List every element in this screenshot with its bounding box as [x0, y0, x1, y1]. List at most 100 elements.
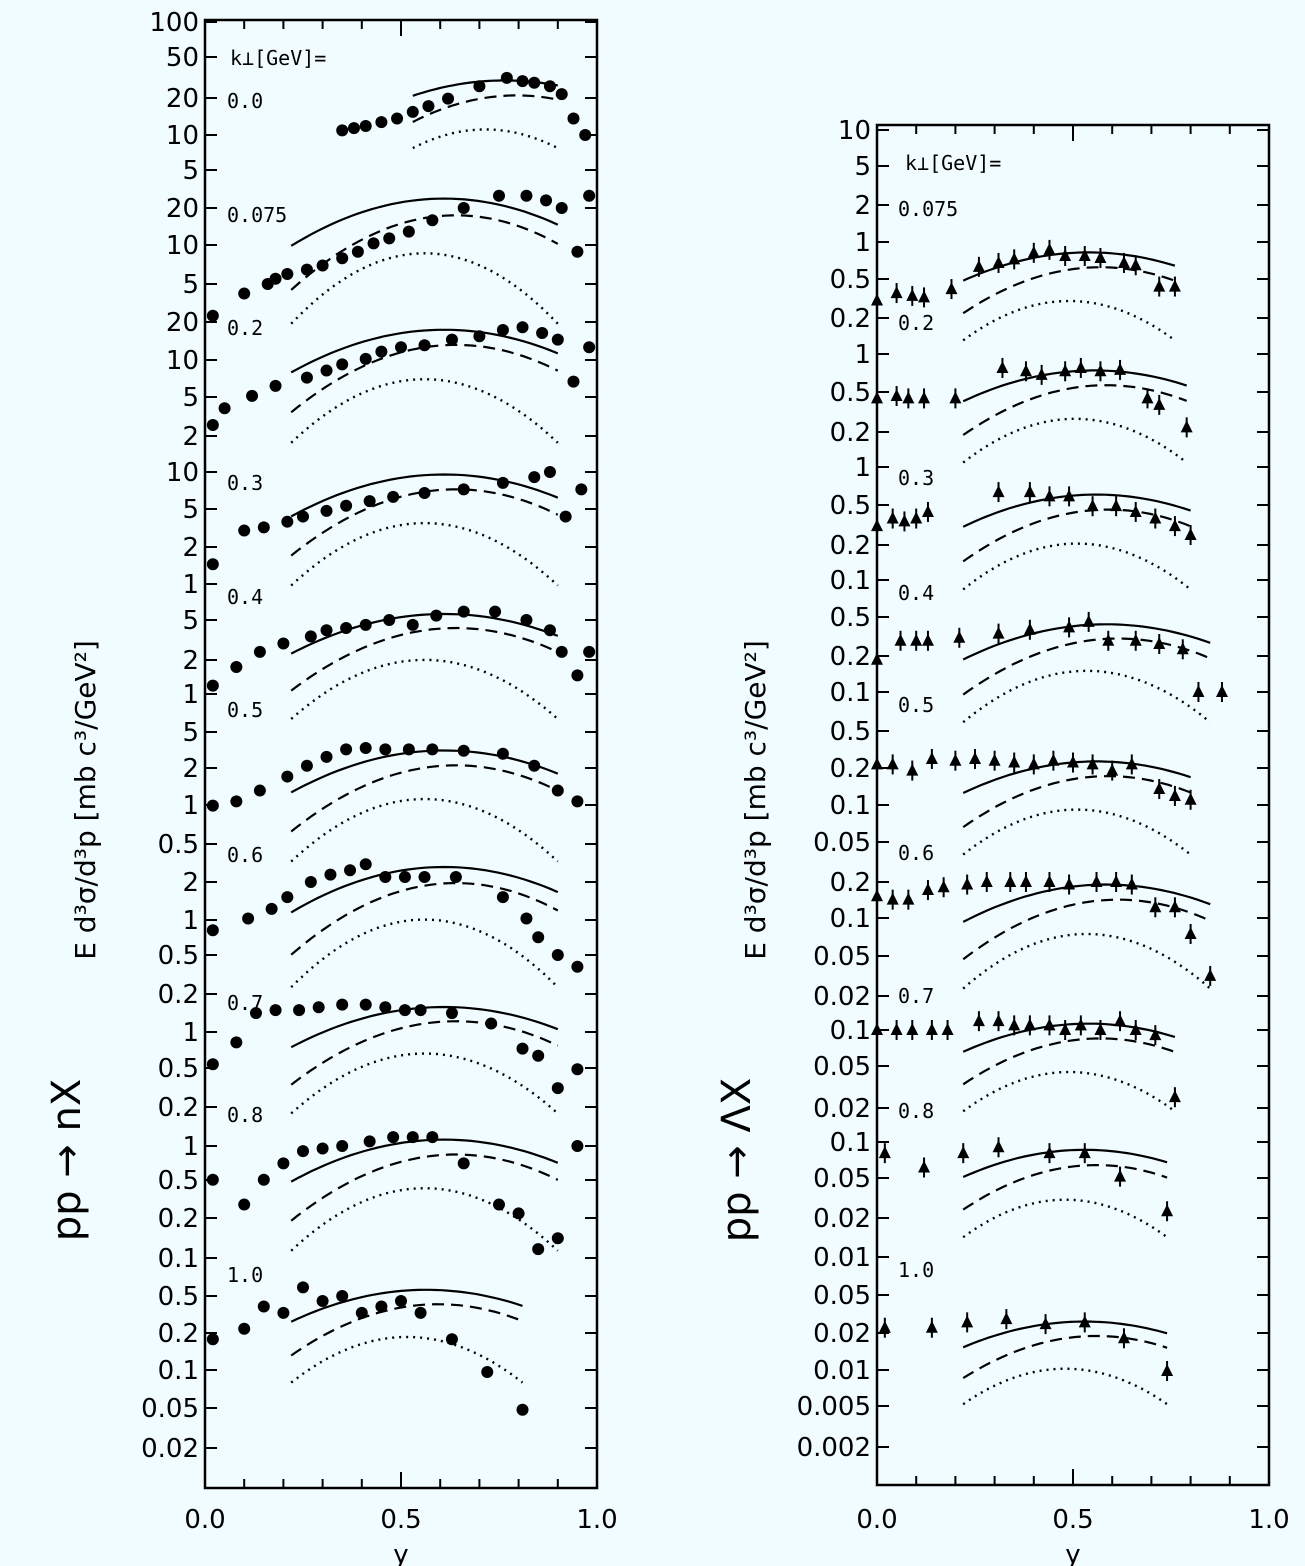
y-tick-label: 0.2 — [158, 980, 199, 1010]
series-label: 0.0 — [227, 89, 263, 113]
data-point — [257, 1173, 270, 1186]
data-point — [206, 1173, 219, 1186]
y-tick-label: 0.01 — [813, 1356, 871, 1386]
series-1.0: 1.0 — [206, 1263, 529, 1416]
data-point — [457, 1157, 470, 1170]
data-point — [528, 76, 541, 89]
data-point — [336, 252, 349, 265]
data-point — [430, 609, 443, 622]
y-tick-label: 5 — [182, 270, 199, 300]
data-point — [543, 466, 556, 478]
model-curve-solid — [962, 1022, 1176, 1053]
data-point — [320, 750, 333, 763]
y-tick-label: 20 — [166, 84, 199, 114]
y-tick-label: 0.1 — [830, 904, 871, 934]
data-point — [379, 870, 392, 883]
data-point — [481, 1366, 494, 1378]
y-tick-label: 0.2 — [830, 754, 871, 784]
y-tick-label: 50 — [166, 43, 199, 73]
model-curve-dashed — [962, 898, 1211, 961]
data-point — [359, 120, 372, 133]
data-point — [551, 1232, 564, 1245]
y-tick-label: 0.2 — [158, 1093, 199, 1123]
data-point — [246, 389, 259, 402]
series-0.2: 0.2 — [871, 311, 1193, 464]
data-point — [520, 912, 533, 925]
series-0.3: 0.3 — [206, 466, 588, 587]
y-tick-label: 0.1 — [830, 1016, 871, 1046]
data-point — [344, 864, 357, 877]
data-point — [449, 870, 462, 883]
series-label: 0.075 — [227, 203, 287, 227]
y-tick-label: 0.5 — [830, 603, 871, 633]
left-y-axis-label: E d³σ/d³p [mb c³/GeV²] — [69, 640, 102, 960]
data-point — [281, 891, 294, 904]
y-tick-label: 2 — [854, 191, 871, 221]
y-tick-label: 10 — [166, 231, 199, 261]
data-point — [383, 614, 396, 626]
data-point — [536, 327, 549, 340]
data-point — [543, 80, 556, 93]
series-label: 0.4 — [898, 581, 934, 605]
y-tick-label: 0.02 — [813, 1204, 871, 1234]
series-0.5: 0.5 — [871, 693, 1197, 856]
data-point — [277, 1306, 290, 1319]
model-curve-dashed — [962, 1164, 1168, 1211]
data-point — [512, 1207, 525, 1220]
data-point — [567, 112, 580, 125]
y-tick-label: 0.2 — [158, 1319, 199, 1349]
y-tick-label: 1 — [854, 228, 871, 258]
y-tick-label: 20 — [166, 308, 199, 338]
y-tick-label: 5 — [182, 156, 199, 186]
model-curve-dashed — [290, 343, 559, 414]
model-curve-solid — [962, 760, 1191, 795]
data-point — [340, 499, 353, 512]
data-point — [312, 1001, 325, 1014]
data-point — [269, 379, 282, 392]
model-curve-solid — [290, 328, 559, 374]
data-point — [457, 744, 470, 757]
y-tick-label: 10 — [166, 458, 199, 488]
data-point — [336, 358, 349, 371]
model-curve-dotted — [962, 542, 1192, 591]
data-point — [206, 1058, 219, 1071]
model-curve-dotted — [290, 521, 559, 587]
data-point — [281, 515, 294, 528]
model-curve-dashed — [290, 1020, 559, 1086]
data-point — [340, 622, 353, 635]
model-curve-dashed — [290, 764, 559, 833]
data-point — [445, 1333, 458, 1346]
series-label: 1.0 — [898, 1258, 934, 1282]
data-point — [238, 1198, 251, 1211]
y-tick-label: 0.5 — [158, 1054, 199, 1084]
y-tick-label: 1 — [182, 1018, 199, 1048]
data-point — [520, 614, 533, 626]
y-tick-label: 5 — [182, 383, 199, 413]
data-point — [379, 743, 392, 756]
data-point — [402, 743, 415, 756]
data-point — [575, 483, 588, 496]
data-point — [496, 747, 509, 760]
data-point — [426, 743, 439, 756]
y-tick-label: 0.2 — [830, 304, 871, 334]
data-point — [324, 868, 337, 881]
y-tick-label: 0.5 — [830, 717, 871, 747]
right-x-tick-label: 1.0 — [1248, 1505, 1289, 1535]
data-point — [253, 645, 266, 658]
model-curve-dotted — [290, 797, 559, 863]
data-point — [359, 858, 372, 871]
data-point — [277, 1157, 290, 1170]
data-point — [555, 202, 568, 214]
y-tick-label: 100 — [149, 8, 199, 38]
y-tick-label: 0.5 — [158, 1166, 199, 1196]
data-point — [355, 1306, 368, 1319]
data-point — [206, 418, 219, 431]
data-point — [520, 189, 533, 202]
model-curve-solid — [962, 493, 1191, 528]
data-point — [395, 1294, 407, 1307]
left-x-tick-label: 0.5 — [380, 1505, 421, 1535]
data-point — [320, 364, 333, 377]
data-point — [257, 1300, 270, 1313]
data-point — [300, 371, 313, 384]
data-point — [473, 80, 486, 93]
